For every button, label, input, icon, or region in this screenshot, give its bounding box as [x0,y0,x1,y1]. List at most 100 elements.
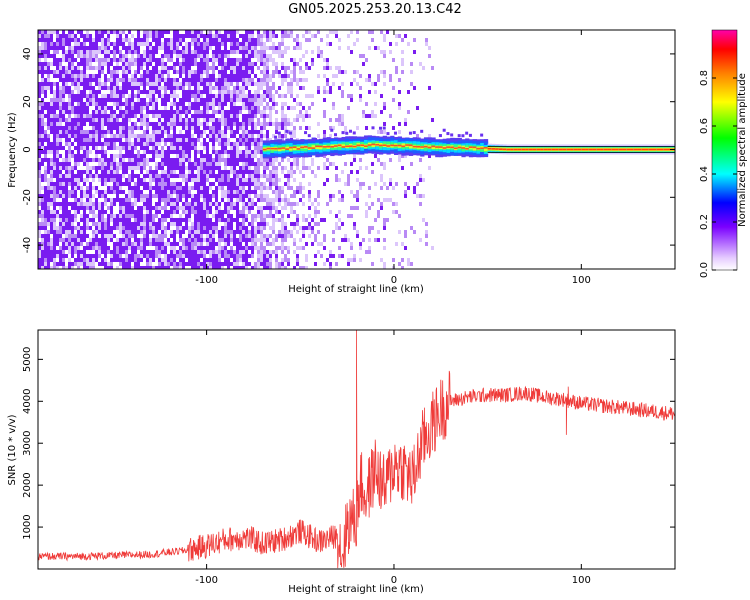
spectrogram-cell [230,234,233,238]
spectrogram-cell [233,98,236,102]
spectrogram-cell [215,130,218,134]
spectrogram-cell [116,222,119,226]
spectrogram-cell [233,194,236,198]
spectrogram-cell [47,150,50,154]
spectrogram-cell [212,74,215,78]
spectrogram-cell [41,266,44,269]
spectrogram-cell [206,238,209,242]
spectrogram-cell [173,190,176,194]
spectrogram-cell [50,226,53,230]
spectrogram-cell [212,118,215,122]
spectrogram-cell [161,146,164,150]
spectrogram-cell [245,94,248,98]
spectrogram-cell [287,174,290,178]
spectrogram-cell [248,246,251,250]
spectrogram-cell [356,30,359,34]
spectrogram-cell [68,154,71,158]
spectrogram-cell [203,254,206,258]
spectrogram-cell [218,122,221,126]
spectrogram-cell [332,230,335,234]
spectrogram-cell [164,106,167,110]
spectrogram-cell [263,70,266,74]
spectrogram-cell [113,218,116,222]
spectrogram-cell [155,182,158,186]
spectrogram-cell [311,230,314,234]
spectrogram-cell [233,266,236,269]
spectrogram-cell [197,134,200,138]
spectrogram-cell [224,78,227,82]
spectrogram-cell [62,134,65,138]
spectrogram-cell [236,62,239,66]
spectrogram-cell [56,166,59,170]
spectrogram-cell [191,146,194,150]
spectrogram-cell [263,214,266,218]
spectrogram-cell [269,162,272,166]
spectrogram-cell [98,62,101,66]
spectrogram-cell [242,70,245,74]
spectrogram-cell [122,258,125,262]
spectrogram-cell [164,138,167,142]
spectrogram-cell [158,222,161,226]
spectrogram-cell [254,162,257,166]
spectrogram-cell [182,66,185,70]
spectrogram-cell [149,78,152,82]
spectrogram-cell [242,222,245,226]
spectrogram-cell [404,34,407,38]
spectrogram-cell [278,262,281,266]
spectrogram-cell [140,226,143,230]
spectrogram-cell [302,246,305,250]
spectrogram-cell [47,266,50,269]
spectrogram-cell [296,246,299,250]
spectrogram-cell [362,62,365,66]
spectrogram-cell [74,42,77,46]
spectrogram-cell [200,170,203,174]
spectrogram-cell [113,102,116,106]
spectrogram-cell [170,142,173,146]
spectrogram-cell [47,66,50,70]
spectrogram-cell [194,178,197,182]
spectrogram-cell [110,62,113,66]
spectrogram-cell [137,230,140,234]
spectrogram-cell [134,238,137,242]
spectrogram-cell [212,146,215,150]
spectrogram-cell [56,102,59,106]
spectrogram-cell [71,34,74,38]
spectrogram-cell [68,70,71,74]
spectrogram-cell [203,262,206,266]
spectrogram-cell [44,78,47,82]
spectrogram-cell [221,250,224,254]
spectrogram-cell [230,190,233,194]
spectrogram-cell [233,106,236,110]
spectrogram-cell [143,182,146,186]
spectrogram-cell [185,238,188,242]
spectrogram-cell [299,58,302,62]
spectrogram-cell [251,162,254,166]
spectrogram-cell [65,54,68,58]
spectrogram-cell [92,258,95,262]
spectrogram-cell [260,130,263,134]
spectrogram-cell [299,42,302,46]
spectrogram-cell [209,166,212,170]
spectrogram-cell [227,38,230,42]
spectrogram-cell [167,214,170,218]
spectrogram-cell [107,250,110,254]
spectrogram-cell [230,146,233,150]
spectrogram-cell [53,126,56,130]
spectrogram-cell [416,134,419,138]
spectrogram-cell [329,266,332,269]
spectrogram-cell [170,250,173,254]
spectrogram-cell [116,166,119,170]
spectrogram-cell [212,110,215,114]
spectrogram-cell [128,178,131,182]
spectrogram-cell [260,238,263,242]
spectrogram-cell [173,118,176,122]
spectrogram-cell [275,70,278,74]
spectrogram-cell [131,110,134,114]
spectrogram-cell [38,198,41,202]
spectrogram-cell [227,98,230,102]
spectrogram-cell [98,262,101,266]
spectrogram-cell [113,154,116,158]
spectrogram-ridge-cell [390,144,395,147]
spectrogram-cell [110,110,113,114]
spectrogram-cell [50,218,53,222]
